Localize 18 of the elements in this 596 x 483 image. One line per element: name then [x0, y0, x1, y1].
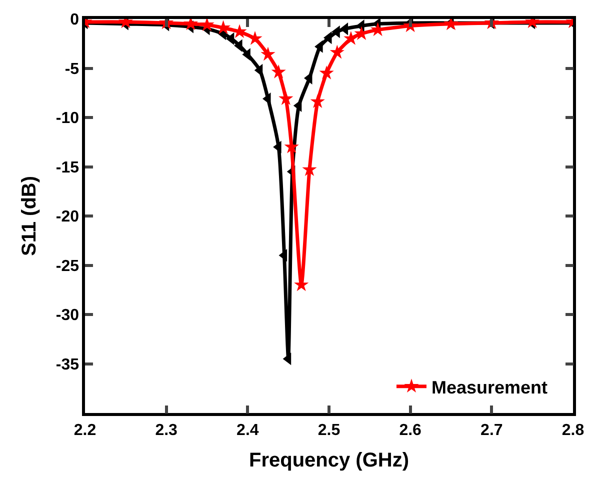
y-tick-label: -15 [56, 159, 80, 176]
x-tick-label: 2.6 [399, 422, 422, 439]
x-tick-label: 2.8 [562, 422, 584, 439]
y-tick-label: -5 [64, 60, 80, 78]
x-tick-label: 2.3 [155, 422, 178, 439]
x-tick-label: 2.7 [480, 422, 503, 439]
x-tick-label: 2.4 [236, 422, 259, 439]
y-tick-label: -30 [56, 307, 80, 324]
y-tick-label: -20 [56, 208, 80, 226]
y-tick-label: -25 [56, 258, 80, 275]
y-tick-label: -35 [56, 356, 80, 374]
legend-label: Measurement [431, 377, 548, 398]
y-tick-label: 0 [70, 12, 80, 29]
x-tick-label: 2.2 [74, 422, 96, 439]
x-tick-label: 2.5 [318, 422, 340, 439]
y-axis-title: S11 (dB) [18, 176, 40, 256]
x-axis-title: Frequency (GHz) [248, 449, 410, 472]
y-tick-label: -10 [56, 110, 80, 128]
